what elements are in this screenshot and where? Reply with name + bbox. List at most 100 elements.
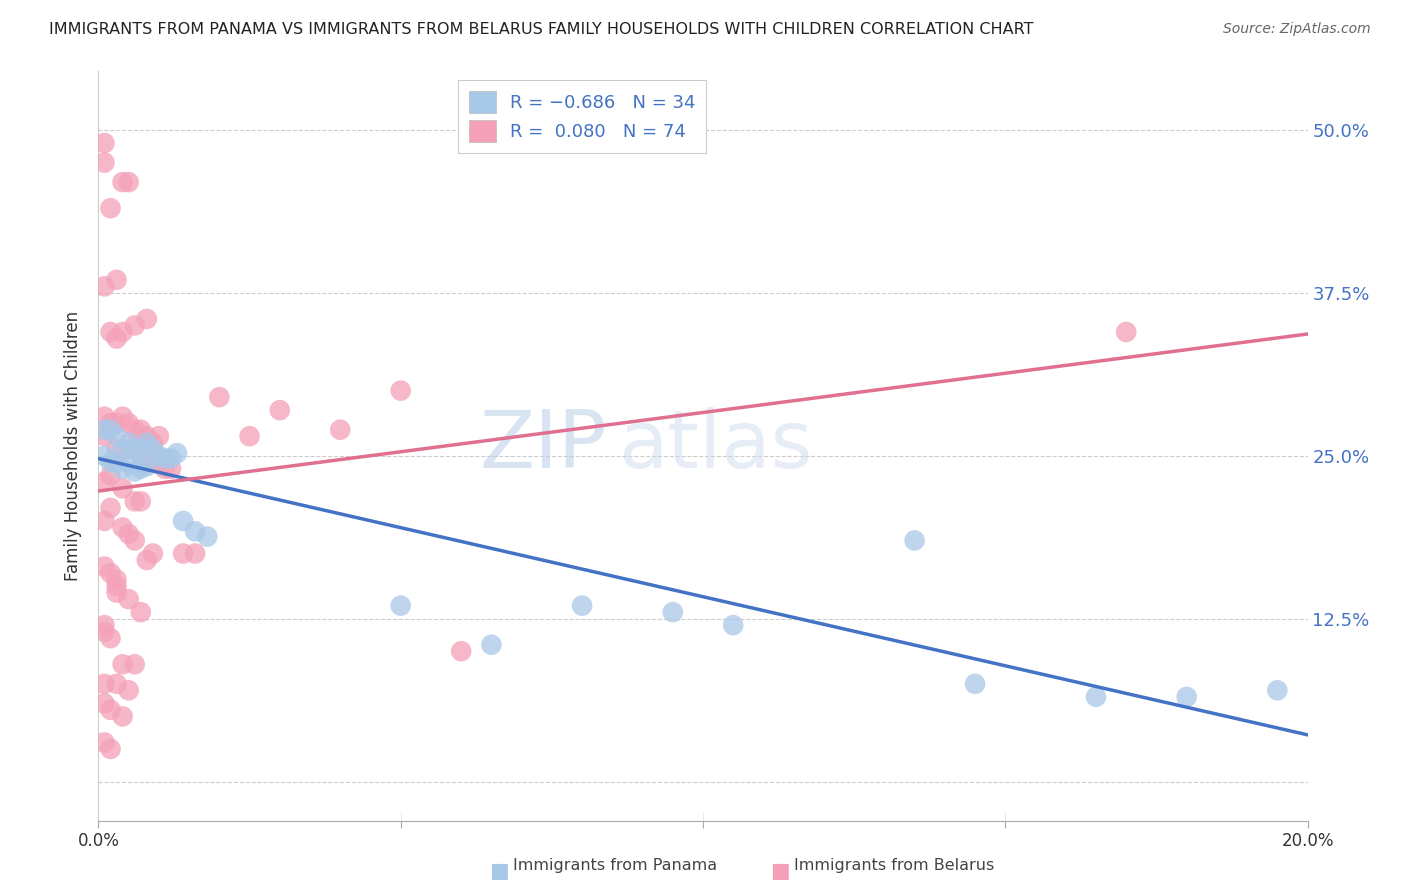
Point — [111, 657, 134, 672]
Point — [93, 136, 115, 150]
Point — [105, 442, 128, 457]
Point — [135, 435, 157, 450]
Point — [269, 403, 291, 417]
Legend: R = −0.686   N = 34, R =  0.080   N = 74: R = −0.686 N = 34, R = 0.080 N = 74 — [458, 80, 706, 153]
Point — [118, 416, 141, 430]
Point — [450, 644, 472, 658]
Point — [129, 449, 152, 463]
Point — [105, 331, 128, 345]
Text: ■: ■ — [770, 862, 790, 881]
Point — [723, 618, 745, 632]
Point — [1267, 683, 1289, 698]
Point — [93, 429, 115, 443]
Text: IMMIGRANTS FROM PANAMA VS IMMIGRANTS FROM BELARUS FAMILY HOUSEHOLDS WITH CHILDRE: IMMIGRANTS FROM PANAMA VS IMMIGRANTS FRO… — [49, 22, 1033, 37]
Point — [661, 605, 683, 619]
Point — [142, 455, 165, 469]
Point — [93, 697, 115, 711]
Point — [124, 464, 146, 478]
Point — [105, 429, 128, 443]
Point — [172, 514, 194, 528]
Point — [111, 520, 134, 534]
Point — [105, 573, 128, 587]
Point — [105, 273, 128, 287]
Point — [118, 683, 141, 698]
Point — [124, 494, 146, 508]
Point — [118, 592, 141, 607]
Point — [135, 312, 157, 326]
Point — [124, 423, 146, 437]
Point — [142, 435, 165, 450]
Point — [124, 442, 146, 457]
Point — [111, 442, 134, 457]
Point — [124, 442, 146, 457]
Point — [111, 481, 134, 495]
Point — [148, 429, 170, 443]
Point — [100, 455, 122, 469]
Text: Immigrants from Belarus: Immigrants from Belarus — [794, 858, 994, 873]
Point — [129, 462, 152, 476]
Point — [100, 742, 122, 756]
Point — [100, 566, 122, 580]
Point — [93, 279, 115, 293]
Point — [100, 325, 122, 339]
Point — [1175, 690, 1198, 704]
Point — [100, 416, 122, 430]
Point — [100, 468, 122, 483]
Point — [904, 533, 927, 548]
Point — [111, 325, 134, 339]
Point — [153, 462, 176, 476]
Point — [100, 201, 122, 215]
Point — [329, 423, 352, 437]
Point — [93, 624, 115, 639]
Point — [129, 442, 152, 457]
Point — [172, 547, 194, 561]
Point — [135, 553, 157, 567]
Point — [105, 677, 128, 691]
Point — [93, 618, 115, 632]
Point — [148, 455, 170, 469]
Point — [93, 423, 115, 437]
Point — [124, 657, 146, 672]
Point — [118, 435, 141, 450]
Point — [100, 703, 122, 717]
Point — [965, 677, 987, 691]
Point — [135, 459, 157, 474]
Point — [142, 547, 165, 561]
Point — [105, 579, 128, 593]
Point — [124, 533, 146, 548]
Point — [184, 547, 207, 561]
Point — [100, 423, 122, 437]
Point — [129, 605, 152, 619]
Point — [93, 559, 115, 574]
Point — [184, 524, 207, 539]
Point — [118, 442, 141, 457]
Point — [389, 384, 412, 398]
Point — [93, 514, 115, 528]
Point — [481, 638, 503, 652]
Text: atlas: atlas — [619, 407, 813, 485]
Point — [93, 475, 115, 489]
Text: ZIP: ZIP — [479, 407, 606, 485]
Point — [142, 442, 165, 457]
Point — [160, 462, 183, 476]
Point — [100, 500, 122, 515]
Point — [166, 446, 188, 460]
Point — [93, 449, 115, 463]
Point — [105, 416, 128, 430]
Point — [195, 530, 218, 544]
Point — [135, 429, 157, 443]
Point — [239, 429, 262, 443]
Point — [111, 409, 134, 424]
Point — [129, 494, 152, 508]
Point — [208, 390, 231, 404]
Point — [389, 599, 412, 613]
Point — [148, 449, 170, 463]
Point — [153, 451, 176, 466]
Y-axis label: Family Households with Children: Family Households with Children — [65, 311, 83, 581]
Text: ■: ■ — [489, 862, 509, 881]
Point — [100, 631, 122, 645]
Text: Source: ZipAtlas.com: Source: ZipAtlas.com — [1223, 22, 1371, 37]
Point — [118, 455, 141, 469]
Point — [118, 175, 141, 189]
Point — [105, 585, 128, 599]
